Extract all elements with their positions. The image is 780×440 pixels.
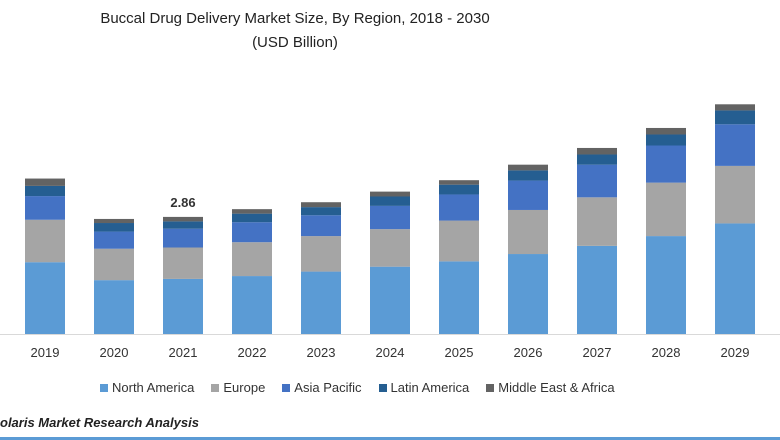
legend-item: Latin America (378, 380, 470, 395)
bar-segment-2023-1 (301, 236, 341, 272)
bar-segment-2023-3 (301, 207, 341, 216)
legend: North America Europe Asia Pacific Latin Ame… (100, 380, 615, 395)
bar-segment-2025-2 (439, 194, 479, 221)
bar-segment-2020-2 (94, 231, 134, 249)
x-tick-label: 2029 (721, 345, 750, 360)
bar-segment-2026-0 (508, 254, 548, 334)
legend-item: North America (100, 380, 194, 395)
bar-segment-2019-1 (25, 219, 65, 263)
bar-segment-2026-4 (508, 164, 548, 171)
bar-segment-2022-4 (232, 209, 272, 214)
bar-segment-2021-0 (163, 278, 203, 334)
x-tick-label: 2020 (100, 345, 129, 360)
bar-segment-2020-1 (94, 248, 134, 281)
legend-label: Europe (223, 380, 266, 395)
legend-label: Asia Pacific (294, 380, 362, 395)
bar-segment-2027-1 (577, 197, 617, 246)
chart-title: Buccal Drug Delivery Market Size, By Reg… (100, 10, 490, 27)
bar-segment-2026-1 (508, 209, 548, 255)
x-tick-label: 2023 (307, 345, 336, 360)
legend-item: Europe (211, 380, 265, 395)
bottom-border (0, 437, 780, 440)
bar-segment-2020-0 (94, 280, 134, 334)
bar-segment-2026-3 (508, 170, 548, 181)
bar-segment-2028-2 (646, 145, 686, 183)
bar-segment-2029-0 (715, 223, 755, 334)
bar-segment-2024-2 (370, 205, 410, 230)
bar-segment-2025-3 (439, 184, 479, 195)
x-tick-label: 2027 (583, 345, 612, 360)
bar-segment-2028-4 (646, 127, 686, 135)
data-label: 2.86 (170, 195, 195, 210)
bar-segment-2024-1 (370, 229, 410, 267)
bar-segment-2023-0 (301, 271, 341, 334)
bar-segment-2019-0 (25, 262, 65, 334)
bar-segment-2028-0 (646, 236, 686, 334)
legend-item: Middle East & Africa (486, 380, 615, 395)
bar-segment-2021-1 (163, 247, 203, 279)
bar-segment-2023-2 (301, 215, 341, 237)
bar-segment-2027-0 (577, 245, 617, 334)
legend-swatch (100, 383, 108, 392)
bar-segment-2021-3 (163, 221, 203, 229)
bar-segment-2029-3 (715, 110, 755, 125)
bar-segment-2029-1 (715, 165, 755, 224)
bar-segment-2019-3 (25, 185, 65, 197)
bar-segment-2024-4 (370, 191, 410, 197)
bar-segment-2021-4 (163, 216, 203, 222)
bar-segment-2020-4 (94, 218, 134, 224)
bar-segment-2022-0 (232, 276, 272, 334)
bar-segment-2019-4 (25, 178, 65, 186)
x-tick-label: 2019 (31, 345, 60, 360)
bar-segment-2019-2 (25, 196, 65, 220)
legend-label: Latin America (390, 380, 470, 395)
x-tick-label: 2021 (169, 345, 198, 360)
legend-swatch (486, 383, 495, 392)
bar-segment-2029-4 (715, 104, 755, 111)
stacked-bar-chart: 2019 2020 2021 2.86 2022 2023 2024 2025 2026 2027… (0, 104, 780, 360)
bar-segment-2024-3 (370, 196, 410, 206)
legend-label: North America (112, 380, 195, 395)
bar-segment-2021-2 (163, 228, 203, 248)
x-tick-label: 2026 (514, 345, 543, 360)
x-tick-label: 2024 (376, 345, 405, 360)
bar-segment-2027-2 (577, 164, 617, 198)
bar-segment-2028-3 (646, 134, 686, 146)
bar-segment-2027-3 (577, 154, 617, 165)
bar-segment-2026-2 (508, 180, 548, 210)
bar-segment-2022-3 (232, 213, 272, 223)
bar-segment-2024-0 (370, 266, 410, 334)
legend-item: Asia Pacific (282, 380, 362, 395)
x-tick-label: 2025 (445, 345, 474, 360)
legend-swatch (378, 383, 387, 392)
legend-swatch (282, 383, 291, 392)
legend-label: Middle East & Africa (498, 380, 615, 395)
legend-swatch (211, 383, 220, 392)
bar-segment-2025-4 (439, 180, 479, 185)
bar-segment-2025-0 (439, 261, 479, 334)
bar-segment-2025-1 (439, 220, 479, 262)
bar-segment-2028-1 (646, 182, 686, 237)
bar-segment-2022-2 (232, 222, 272, 243)
bar-segment-2020-3 (94, 223, 134, 232)
bar-segment-2027-4 (577, 147, 617, 155)
x-tick-label: 2028 (652, 345, 681, 360)
chart-subtitle: (USD Billion) (252, 34, 338, 51)
bar-segment-2023-4 (301, 202, 341, 208)
x-tick-label: 2022 (238, 345, 267, 360)
bar-segment-2029-2 (715, 124, 755, 166)
source-footer: olaris Market Research Analysis (0, 415, 199, 430)
bar-segment-2022-1 (232, 242, 272, 277)
